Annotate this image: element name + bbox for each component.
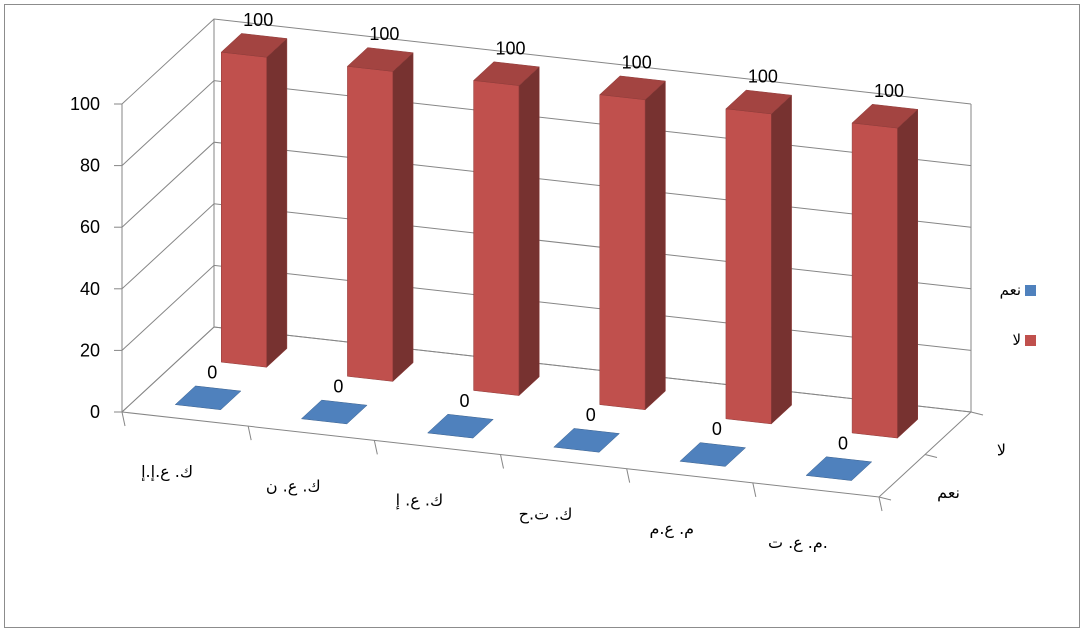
bar-side-face [771,94,792,425]
x-tick-label-4: م. ع.م [649,519,694,539]
data-label-no-4: 100 [748,67,778,87]
data-label-no-5: 100 [874,81,904,101]
bar-front-face [851,122,898,439]
bar-yes-4 [679,442,747,467]
y-tick-label-4: 80 [80,156,100,176]
data-label-yes-2: 0 [460,391,470,411]
bar-flat-face [679,442,747,467]
depth-tick-mark-0 [878,496,892,501]
bar-yes-1 [300,399,368,425]
depth-tick-mark-2 [970,411,984,416]
x-tick-mark-0 [121,411,126,427]
bar-no-0 [220,33,288,368]
bar-front-face [725,108,772,425]
bar-flat-face [427,414,494,439]
data-label-no-0: 100 [243,10,273,30]
bar-top-face [473,61,540,86]
bar-side-face [266,37,288,368]
bar-no-5 [851,104,919,439]
bar-top-face [725,89,793,115]
bar-flat-face [553,428,620,453]
bar-yes-0 [174,385,242,410]
data-label-no-3: 100 [622,52,652,72]
legend-swatch-1 [1025,335,1036,346]
bar-top-face [599,75,666,100]
data-label-yes-0: 0 [207,362,217,382]
data-label-yes-5: 0 [838,433,848,453]
legend-label-0: نعم [1000,281,1021,299]
data-label-no-2: 100 [496,38,526,58]
depth-label-0: لا [997,440,1006,459]
bar-side-face [644,80,666,411]
data-label-no-1: 100 [369,24,399,44]
depth-label-1: نعم [937,483,960,502]
x-tick-label-5: م. ع. ت. [768,533,828,553]
bar-side-face [897,108,918,439]
bar-flat-face [174,385,242,410]
legend-swatch-0 [1025,285,1036,296]
bar-yes-3 [553,428,620,453]
bar-top-face [346,47,414,72]
x-tick-label-2: ك. ع. إ [396,490,444,510]
data-label-yes-1: 0 [333,377,343,397]
y-tick-label-0: 0 [90,402,100,422]
chart-plot: 0 20 40 60 80 100 ك. ع.إ.إ ك. ع. ن ك. ع. إ ك. ت.ح… [70,10,1036,553]
y-tick-label-3: 60 [80,217,100,237]
legend-label-1: لا [1012,331,1021,349]
x-tick-mark-2 [373,440,378,455]
x-tick-mark-5 [752,482,757,497]
depth-tick-mark-1 [924,454,938,458]
chart-frame: 0 20 40 60 80 100 ك. ع.إ.إ ك. ع. ن ك. ع. إ ك. ت.ح… [4,4,1080,628]
bar-front-face [347,66,394,382]
bar-flat-face [300,399,368,425]
x-tick-mark-4 [626,468,631,483]
x-tick-mark-6 [878,496,883,512]
x-tick-mark-1 [247,426,252,441]
bar-yes-5 [805,456,873,481]
bar-no-2 [473,61,540,397]
bar-side-face [518,66,540,397]
bar-no-1 [346,47,414,382]
data-label-yes-4: 0 [712,419,722,439]
x-tick-label-3: ك. ت.ح [519,505,573,525]
x-tick-label-1: ك. ع. ن [266,476,321,496]
bar-no-4 [725,89,793,425]
y-tick-label-2: 40 [80,279,100,299]
bar-front-face [221,51,267,368]
y-tick-label-1: 20 [80,340,100,360]
bar-top-face [220,33,288,58]
bar-front-face [473,80,520,396]
bar-side-face [392,52,414,382]
bar-front-face [599,94,646,411]
bar-flat-face [805,456,873,481]
x-tick-label-0: ك. ع.إ.إ [141,462,193,482]
bar-yes-2 [427,414,494,439]
bar-top-face [851,104,919,129]
data-label-yes-3: 0 [586,405,596,425]
bar-no-3 [599,75,666,411]
x-tick-mark-3 [500,454,504,469]
y-tick-label-5: 100 [70,94,100,114]
